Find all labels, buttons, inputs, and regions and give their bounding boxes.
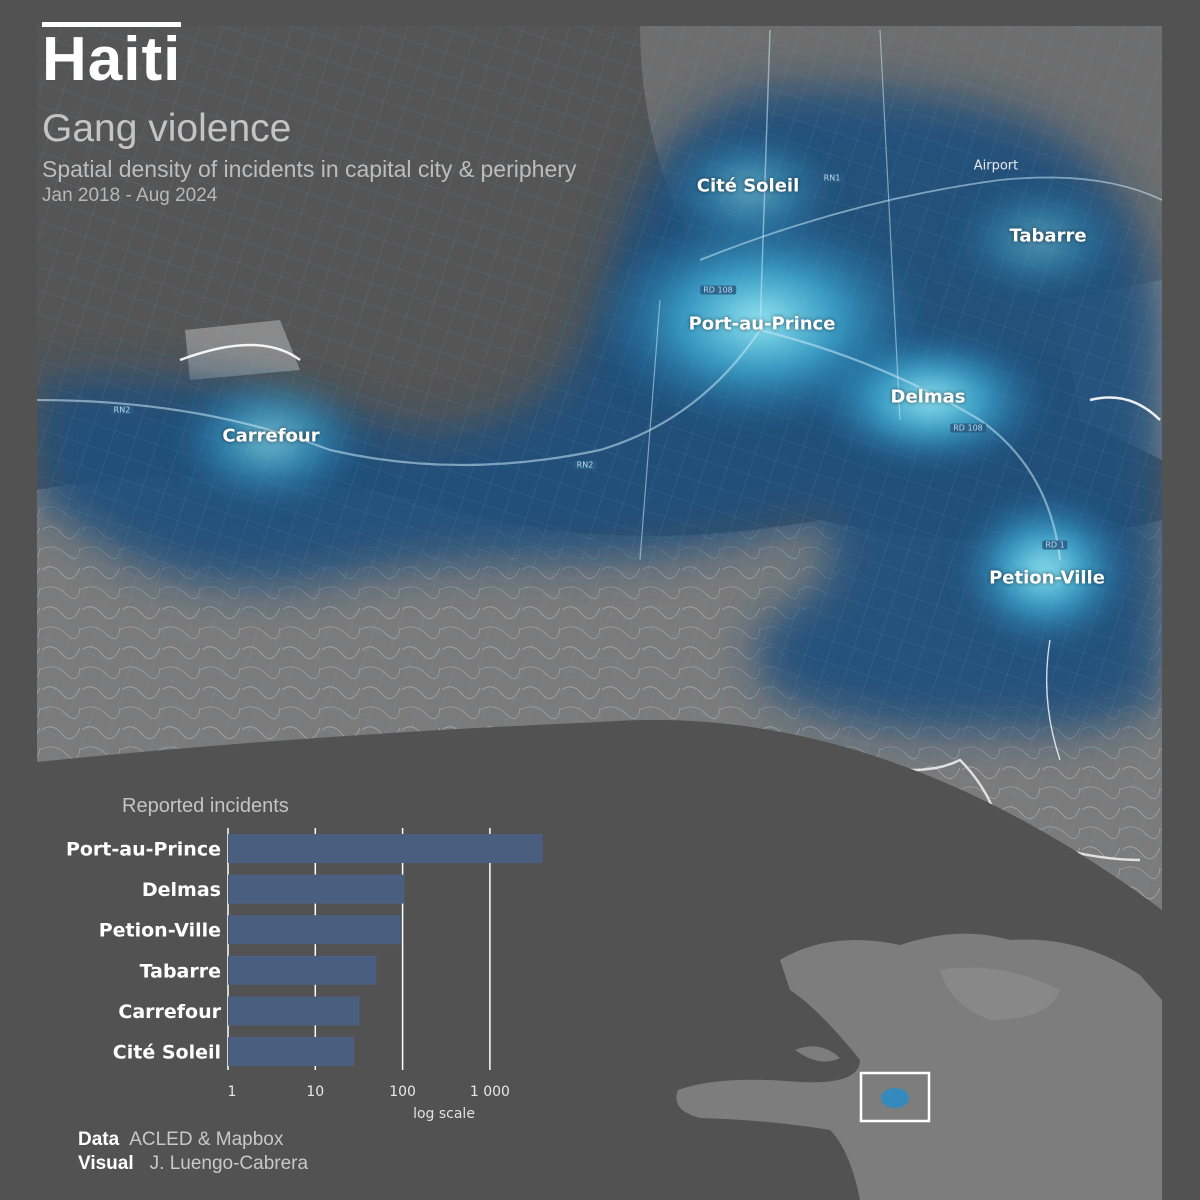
inset-map: [676, 933, 1162, 1200]
credits-data-label: Data: [78, 1129, 120, 1150]
place-label-delmas: Delmas: [890, 386, 966, 408]
bar: [228, 834, 543, 863]
category-label: Tabarre: [140, 960, 221, 982]
road-shield-rd108-b: RD 108: [950, 423, 986, 433]
inset-density-marker: [881, 1088, 909, 1108]
road-shield-rd1: RD 1: [1042, 540, 1068, 550]
map-subtitle: Gang violence: [42, 107, 292, 150]
tick-label: 1: [228, 1084, 237, 1100]
map-period: Jan 2018 - Aug 2024: [42, 185, 218, 206]
road-shield-rn1: RN1: [820, 173, 844, 183]
bar: [228, 874, 405, 904]
map-title: Haiti: [42, 22, 576, 91]
place-label-petion-ville: Petion-Ville: [989, 567, 1105, 589]
category-label: Port-au-Prince: [66, 839, 221, 861]
x-axis-label: log scale: [413, 1106, 475, 1122]
tick-label: 100: [389, 1084, 416, 1100]
road-network: [37, 29, 1162, 561]
bar: [228, 996, 360, 1026]
map-description: Spatial density of incidents in capital …: [42, 156, 577, 182]
bar: [228, 955, 377, 985]
place-label-cite-soleil: Cité Soleil: [696, 175, 800, 197]
inset-terrain-patch: [940, 967, 1060, 1020]
bar: [228, 915, 401, 945]
category-label: Cité Soleil: [113, 1042, 221, 1064]
hispaniola-landmass: [676, 933, 1162, 1200]
incidents-bar-chart: Reported incidents Port-au-Prince Delmas Pe…: [66, 795, 543, 1122]
road-shield-rd108-a: RD 108: [700, 285, 736, 295]
category-label: Petion-Ville: [99, 920, 221, 942]
gonave-island: [795, 1046, 840, 1062]
place-label-carrefour: Carrefour: [222, 425, 320, 447]
credits-visual-value: J. Luengo-Cabrera: [149, 1153, 309, 1174]
place-label-tabarre: Tabarre: [1009, 225, 1087, 247]
credits-visual-label: Visual: [78, 1153, 134, 1174]
map-title-text: Haiti: [42, 22, 182, 91]
credits-data-value: ACLED & Mapbox: [129, 1129, 284, 1150]
credits: Data ACLED & Mapbox Visual J. Luengo-Cabre…: [78, 1128, 308, 1176]
title-block: Haiti Gang violence Spatial density of i…: [42, 22, 576, 205]
credits-visual-row: Visual J. Luengo-Cabrera: [78, 1152, 308, 1176]
road-shield-rn2-a: RN2: [110, 405, 134, 415]
tick-label: 1 000: [470, 1084, 510, 1100]
bar: [228, 1037, 355, 1066]
tick-label: 10: [306, 1084, 324, 1100]
credits-data-row: Data ACLED & Mapbox: [78, 1128, 308, 1152]
inset-focus-box: [859, 1071, 931, 1123]
category-label: Carrefour: [118, 1001, 221, 1023]
category-label: Delmas: [142, 879, 221, 901]
road-shield-rn2-b: RN2: [573, 460, 597, 470]
airport-label: Airport: [973, 158, 1019, 174]
place-label-port-au-prince: Port-au-Prince: [688, 313, 836, 335]
chart-title: Reported incidents: [122, 795, 289, 817]
